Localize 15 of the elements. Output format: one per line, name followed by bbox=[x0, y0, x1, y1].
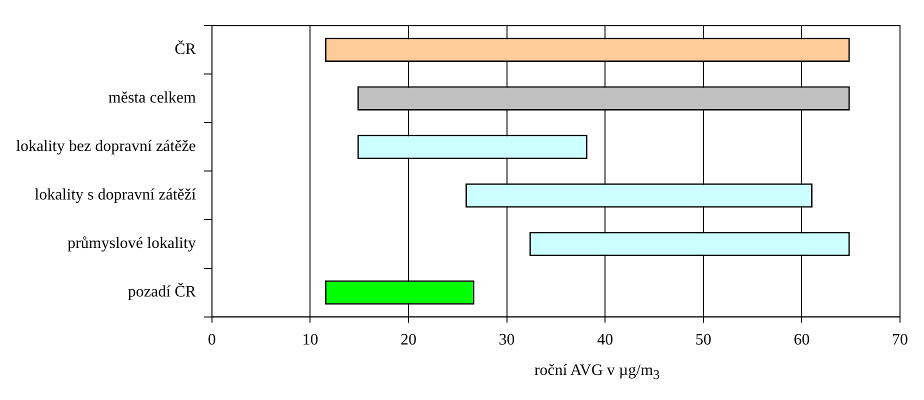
y-tick-label: lokality bez dopravní zátěže bbox=[16, 138, 196, 156]
x-tick-label: 50 bbox=[695, 332, 712, 349]
y-tick-label: průmyslové lokality bbox=[67, 235, 196, 252]
x-tick-label: 70 bbox=[892, 332, 908, 349]
x-tick-label: 10 bbox=[302, 332, 318, 349]
x-axis-title: roční AVG v µg/m$_{3}$ bbox=[533, 362, 661, 384]
y-tick-label: města celkem bbox=[108, 90, 196, 107]
x-tick-label: 0 bbox=[208, 332, 216, 349]
x-tick-label: 20 bbox=[400, 332, 417, 349]
x-tick-label: 40 bbox=[597, 332, 614, 349]
y-tick-label: pozadí ČR bbox=[128, 282, 196, 301]
x-tick-label: 60 bbox=[794, 332, 810, 349]
x-tick-label: 30 bbox=[498, 332, 515, 349]
y-tick-label: lokality s dopravní zátěží bbox=[34, 186, 196, 204]
y-tick-label: ČR bbox=[174, 40, 196, 58]
